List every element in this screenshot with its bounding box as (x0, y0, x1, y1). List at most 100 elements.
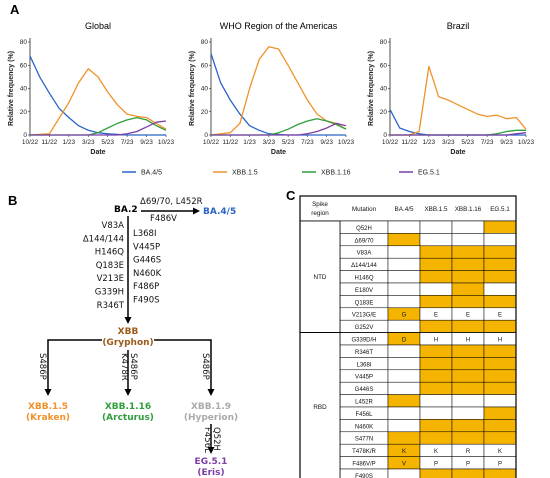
mut-xbb116-1: S486P (128, 353, 138, 380)
residue-letter: D (402, 338, 407, 344)
presence-cell (483, 295, 517, 309)
y-tick-label: 20 (201, 109, 209, 116)
presence-cell (419, 282, 453, 296)
mutation-label: H146Q (95, 248, 125, 258)
presence-cell (387, 295, 421, 309)
mutation-name: S477N (355, 437, 373, 443)
mutation-name: V445P (355, 375, 373, 381)
presence-cell (451, 381, 485, 395)
presence-cell (451, 295, 485, 309)
header-cell: XBB.1.5 (424, 206, 448, 213)
presence-cell (419, 220, 453, 234)
series-line-ba45 (210, 53, 346, 136)
x-tick-label: 9/23 (320, 139, 333, 146)
presence-cell (419, 295, 453, 309)
node-xbb19-nickname: (Hyperion) (184, 413, 238, 423)
mut-ba45-1: Δ69/70, L452R (140, 197, 203, 207)
table-row: Q183E (339, 295, 517, 309)
chart-title: Brazil (447, 21, 470, 31)
presence-cell (451, 282, 485, 296)
x-tick-label: 9/23 (500, 139, 513, 146)
residue-letter: P (498, 462, 502, 468)
presence-cell (451, 220, 485, 234)
y-tick-label: 20 (380, 109, 388, 116)
table-row: V83A (339, 245, 517, 259)
panel-label-b: B (8, 193, 17, 208)
presence-cell (419, 319, 453, 333)
node-xbb116-nickname: (Arcturus) (102, 413, 154, 423)
presence-cell (419, 245, 453, 259)
x-tick-label: 10/22 (22, 139, 39, 146)
branch-xbb19 (154, 339, 212, 392)
mutations-left-list: V83A Δ144/144 H146Q Q183E V213E G339H R346T (83, 221, 125, 311)
table-row: F486V/P V P P P (339, 456, 517, 470)
legend-label: EG.5.1 (418, 170, 440, 177)
x-tick-label: 1/23 (63, 139, 76, 146)
y-tick-label: 60 (380, 62, 388, 69)
presence-cell (419, 357, 453, 371)
mutation-label: L368I (133, 229, 156, 239)
table-row: F456L (339, 406, 517, 420)
mutation-label: N460K (133, 269, 162, 279)
y-tick-label: 60 (201, 62, 209, 69)
residue-letter: K (402, 449, 406, 455)
header-spike-region-2: region (311, 210, 329, 217)
presence-cell (451, 394, 485, 408)
mutation-name: L368I (356, 362, 371, 368)
node-xbb-nickname: (Gryphon) (102, 338, 153, 348)
mutation-name: F486V/P (352, 462, 375, 468)
presence-cell (387, 282, 421, 296)
presence-cell (483, 381, 517, 395)
y-axis-label: Relative frequency (%) (8, 51, 15, 126)
presence-cell (483, 394, 517, 408)
table-row: L368I (339, 357, 517, 371)
residue-letter: E (434, 313, 438, 319)
node-xbb19: XBB.1.9 (191, 402, 231, 412)
table-row: E180V (339, 282, 517, 296)
x-tick-label: 5/23 (282, 139, 295, 146)
presence-cell (387, 357, 421, 371)
y-tick-label: 60 (20, 62, 28, 69)
x-tick-label: 10/23 (338, 139, 355, 146)
y-tick-label: 0 (204, 132, 208, 139)
mutation-name: G446S (355, 387, 374, 393)
presence-cell (387, 419, 421, 433)
residue-letter: K (434, 449, 438, 455)
presence-cell (387, 406, 421, 420)
presence-cell (387, 245, 421, 259)
presence-cell (483, 369, 517, 383)
table-row: G252V (339, 319, 517, 333)
presence-cell (419, 468, 453, 478)
presence-cell (451, 357, 485, 371)
mut-xbb19: S486P (200, 353, 210, 380)
presence-cell (483, 468, 517, 478)
mutation-label: G339H (95, 288, 124, 298)
x-tick-label: 7/23 (121, 139, 134, 146)
table-row: S477N (339, 431, 517, 445)
table-row: F490S (339, 468, 517, 478)
chart-2: WHO Region of the Americas 0 20 40 60 80 10/22… (189, 21, 355, 156)
y-tick-label: 0 (383, 132, 387, 139)
x-tick-label: 10/22 (203, 139, 220, 146)
presence-cell (483, 233, 517, 247)
presence-cell (451, 419, 485, 433)
header-cell: BA.4/5 (395, 206, 414, 213)
legend-item: XBB.1.16 (302, 170, 351, 177)
presence-cell (419, 233, 453, 247)
residue-letter: R (466, 449, 471, 455)
region-cell (299, 332, 341, 478)
table-row: T478K/R K K R K (339, 443, 517, 457)
presence-cell (483, 319, 517, 333)
presence-cell (451, 233, 485, 247)
presence-cell (483, 270, 517, 284)
x-axis-label: Date (271, 149, 286, 156)
x-tick-label: 7/23 (301, 139, 314, 146)
presence-cell (483, 357, 517, 371)
presence-cell (419, 257, 453, 271)
panel-c-mutation-table: Spike region Mutation BA.4/5 XBB.1.5 XBB.1.16… (299, 195, 517, 478)
header-cell: EG.5.1 (490, 206, 510, 213)
panel-label-a: A (10, 2, 20, 17)
presence-cell (451, 245, 485, 259)
mutations-right-list: L368I V445P G446S N460K F486P F490S (133, 229, 162, 306)
